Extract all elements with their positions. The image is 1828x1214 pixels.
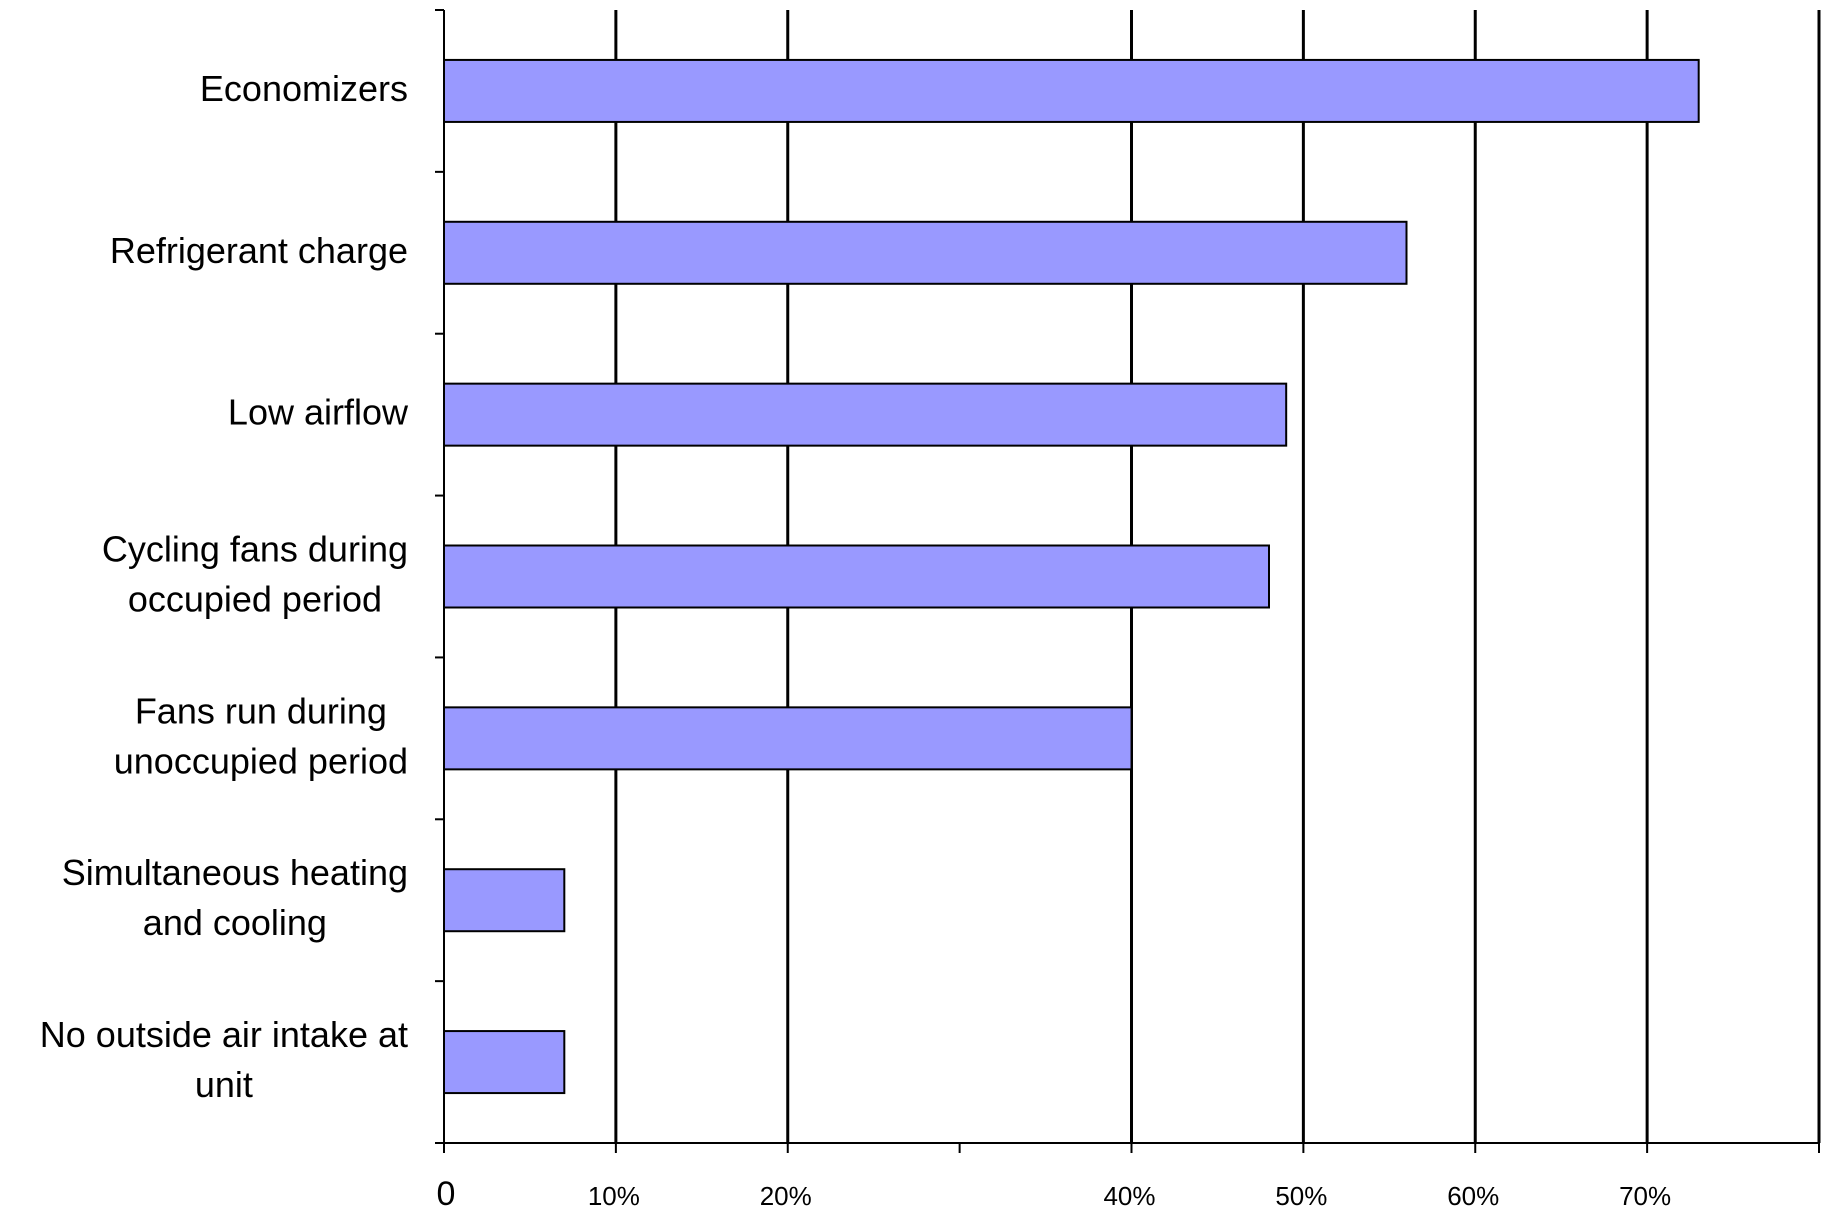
category-label: Fans run during unoccupied period bbox=[114, 690, 408, 781]
bar bbox=[443, 1030, 566, 1095]
category-label-line: Fans run during bbox=[135, 690, 387, 731]
category-label: Simultaneous heating and cooling bbox=[62, 852, 408, 943]
category-label-line: Low airflow bbox=[228, 391, 409, 432]
category-label: Low airflow bbox=[228, 391, 409, 432]
bar bbox=[443, 868, 566, 933]
x-tick-label: 70% bbox=[1619, 1181, 1671, 1211]
category-label: No outside air intake at unit bbox=[40, 1014, 408, 1105]
category-label-line: Economizers bbox=[200, 67, 408, 108]
bars bbox=[443, 58, 1700, 1095]
category-label: Cycling fans during occupied period bbox=[102, 528, 408, 619]
category-label-line: unit bbox=[195, 1064, 253, 1105]
category-label-line: Refrigerant charge bbox=[110, 229, 408, 270]
bar bbox=[443, 382, 1288, 447]
bar bbox=[443, 58, 1700, 123]
x-tick-label: 10% bbox=[588, 1181, 640, 1211]
category-labels: Economizers Refrigerant charge Low airflow… bbox=[40, 67, 409, 1104]
x-tick-label: 50% bbox=[1275, 1181, 1327, 1211]
category-label-line: and cooling bbox=[143, 902, 327, 943]
category-label-line: unoccupied period bbox=[114, 740, 408, 781]
category-label-line: No outside air intake at bbox=[40, 1014, 408, 1055]
x-tick-label: 60% bbox=[1447, 1181, 1499, 1211]
category-label: Economizers bbox=[200, 67, 408, 108]
category-label-line: Cycling fans during bbox=[102, 528, 408, 569]
axes bbox=[435, 9, 1820, 1153]
bar bbox=[443, 544, 1270, 609]
x-tick-labels: 0 10% 20% 40% 50% 60% 70% bbox=[437, 1175, 1672, 1213]
bar bbox=[443, 706, 1133, 771]
category-label: Refrigerant charge bbox=[110, 229, 408, 270]
x-tick-label: 0 bbox=[437, 1175, 456, 1213]
category-label-line: Simultaneous heating bbox=[62, 852, 408, 893]
x-tick-label: 40% bbox=[1103, 1181, 1155, 1211]
x-tick-label: 20% bbox=[760, 1181, 812, 1211]
bar bbox=[443, 220, 1408, 285]
category-label-line: occupied period bbox=[128, 578, 382, 619]
